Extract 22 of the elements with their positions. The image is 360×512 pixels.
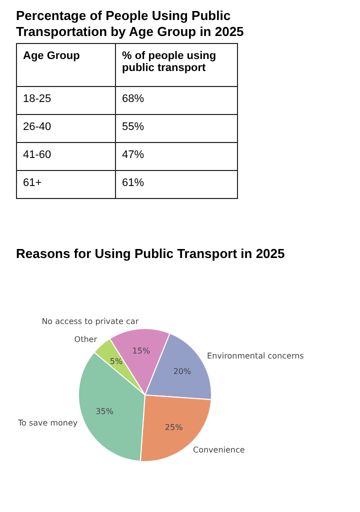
data-label: 35%	[96, 407, 114, 416]
category-label: 26-40	[16, 114, 116, 142]
text: Percentage of People Using Public Transportation by Age Group in 2025	[16, 8, 245, 40]
slice-label: To save money	[17, 418, 78, 428]
chart-title: Reasons for Using Public Transport in 2025	[16, 246, 285, 261]
slice-label: Convenience	[192, 445, 245, 454]
category-label: 41-60	[16, 142, 116, 170]
text: 68%	[122, 93, 144, 105]
data-label: 5%	[110, 356, 123, 366]
slice-label: Environmental concerns	[207, 351, 304, 360]
text: 61%	[122, 177, 144, 189]
category-label: 61+	[16, 170, 116, 198]
category-label: 18-25	[16, 86, 116, 114]
slice-label: Other	[74, 334, 98, 344]
data-label: 20%	[173, 366, 192, 376]
text: 47%	[122, 149, 144, 161]
data-label: 25%	[164, 423, 184, 432]
text: % of people using public transport	[116, 44, 238, 86]
data-label: 15%	[132, 346, 150, 356]
text: 55%	[122, 121, 144, 133]
slice-label: No access to private car	[42, 317, 140, 326]
text: Age Group	[16, 44, 116, 86]
